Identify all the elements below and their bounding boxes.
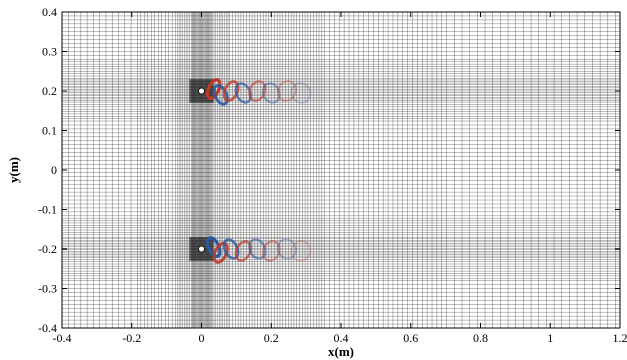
y-tick-label: 0.3 xyxy=(42,45,57,59)
y-tick-label: 0.2 xyxy=(42,84,57,98)
cylinder-marker xyxy=(198,245,205,253)
y-tick-label: -0.1 xyxy=(38,203,57,217)
x-tick-label: 0.4 xyxy=(334,331,349,345)
y-axis-label: y(m) xyxy=(6,157,21,183)
y-tick-label: 0 xyxy=(51,163,57,177)
x-tick-label: 0.6 xyxy=(403,331,418,345)
y-tick-label: -0.2 xyxy=(38,242,57,256)
y-tick-label: 0.4 xyxy=(42,5,57,19)
x-tick-label: 0 xyxy=(199,331,205,345)
negative-vortex xyxy=(277,238,297,260)
positive-vortex xyxy=(234,240,252,262)
vortex-field xyxy=(205,78,311,264)
negative-vortex xyxy=(290,82,311,104)
positive-vortex xyxy=(290,240,311,262)
y-axis-ticks: -0.4 -0.3 -0.2 -0.1 0 0.1 0.2 0.3 0.4 xyxy=(38,5,620,335)
cylinder-marker xyxy=(198,87,205,95)
positive-vortex xyxy=(261,240,281,262)
x-axis-ticks: -0.4 -0.2 0 0.2 0.4 0.6 0.8 1 1.2 xyxy=(53,12,627,345)
x-tick-label: -0.2 xyxy=(122,331,141,345)
x-tick-label: 1.2 xyxy=(613,331,627,345)
positive-vortex xyxy=(277,80,297,102)
y-tick-label: -0.3 xyxy=(38,282,57,296)
x-tick-label: 1 xyxy=(547,331,553,345)
negative-vortex xyxy=(212,84,229,106)
x-tick-label: 0.2 xyxy=(264,331,279,345)
mesh-grid xyxy=(61,11,620,329)
negative-vortex xyxy=(261,82,281,104)
x-tick-label: 0.8 xyxy=(473,331,488,345)
positive-vortex xyxy=(205,78,222,100)
x-axis-label: x(m) xyxy=(328,344,354,359)
y-tick-label: -0.4 xyxy=(38,321,57,335)
cylinders xyxy=(198,87,205,253)
y-tick-label: 0.1 xyxy=(42,124,57,138)
x-tick-label: -0.4 xyxy=(53,331,72,345)
